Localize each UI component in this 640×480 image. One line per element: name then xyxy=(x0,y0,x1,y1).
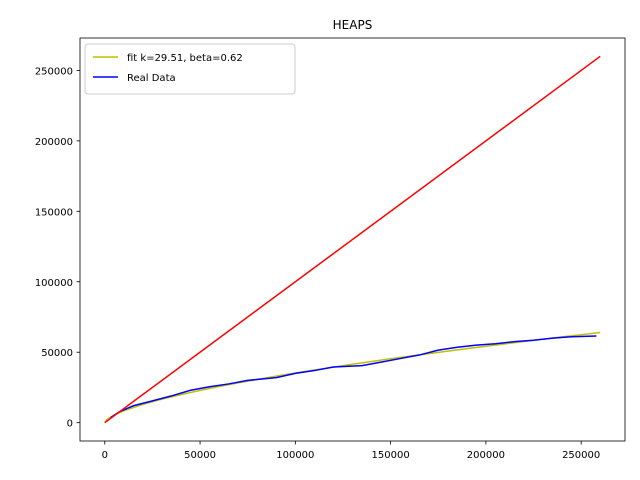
series-line-2 xyxy=(104,55,601,424)
legend-label: fit k=29.51, beta=0.62 xyxy=(127,53,243,64)
axes: 0 50000 100000 150000 200000 250000 0 50000 1000… xyxy=(35,37,626,461)
legend-label: Real Data xyxy=(127,73,176,84)
legend-box xyxy=(84,43,296,95)
x-tick-label: 100000 xyxy=(276,450,314,461)
plot-area xyxy=(104,55,601,424)
series-line-0 xyxy=(104,331,601,424)
x-tick-label: 0 xyxy=(102,450,108,461)
chart-title: HEAPS xyxy=(333,18,373,32)
axes-frame xyxy=(79,37,626,442)
y-tick-label: 200000 xyxy=(35,137,73,148)
y-tick-label: 250000 xyxy=(35,66,73,77)
y-tick-label: 0 xyxy=(67,419,73,430)
y-tick-label: 150000 xyxy=(35,207,73,218)
series-line-1 xyxy=(110,335,597,419)
x-tick-label: 50000 xyxy=(184,450,216,461)
x-tick-label: 200000 xyxy=(467,450,505,461)
y-tick-label: 50000 xyxy=(41,348,73,359)
x-tick-label: 150000 xyxy=(372,450,410,461)
legend: fit k=29.51, beta=0.62 Real Data xyxy=(84,43,296,95)
y-tick-label: 100000 xyxy=(35,278,73,289)
x-tick-label: 250000 xyxy=(562,450,600,461)
